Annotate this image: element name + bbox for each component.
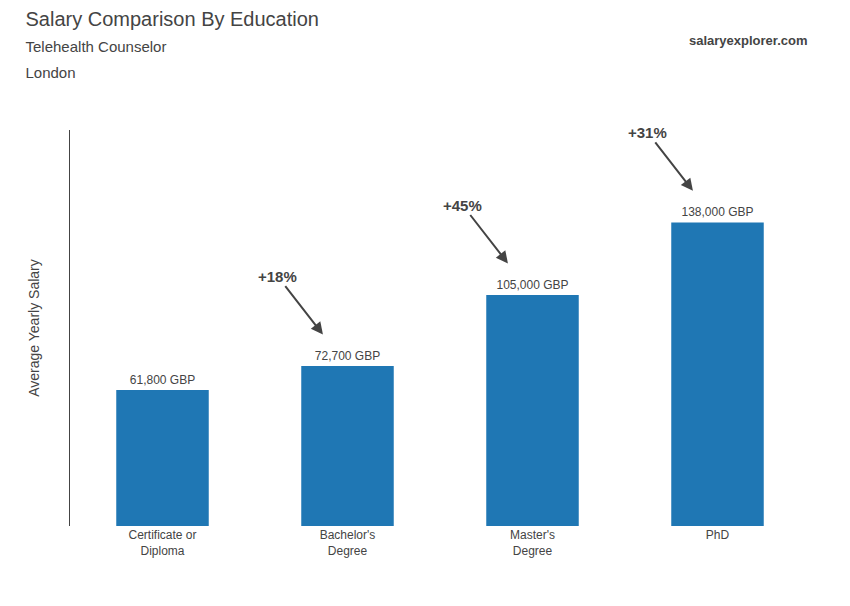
svg-text:Master'sDegree: Master'sDegree <box>510 528 555 558</box>
svg-text:Average Yearly Salary: Average Yearly Salary <box>26 259 42 397</box>
svg-text:+45%: +45% <box>443 197 482 214</box>
svg-text:+18%: +18% <box>258 268 297 285</box>
svg-text:+31%: +31% <box>628 124 667 141</box>
svg-text:PhD: PhD <box>706 528 730 542</box>
svg-text:72,700 GBP: 72,700 GBP <box>315 349 380 363</box>
svg-text:61,800 GBP: 61,800 GBP <box>130 373 195 387</box>
svg-text:138,000 GBP: 138,000 GBP <box>681 205 753 219</box>
svg-text:Certificate orDiploma: Certificate orDiploma <box>128 528 196 558</box>
svg-text:Bachelor'sDegree: Bachelor'sDegree <box>320 528 376 558</box>
svg-text:Salary Comparison By Education: Salary Comparison By EducationTelehealth… <box>26 8 319 81</box>
svg-text:salaryexplorer.com: salaryexplorer.com <box>689 33 808 48</box>
svg-text:105,000 GBP: 105,000 GBP <box>496 278 568 292</box>
